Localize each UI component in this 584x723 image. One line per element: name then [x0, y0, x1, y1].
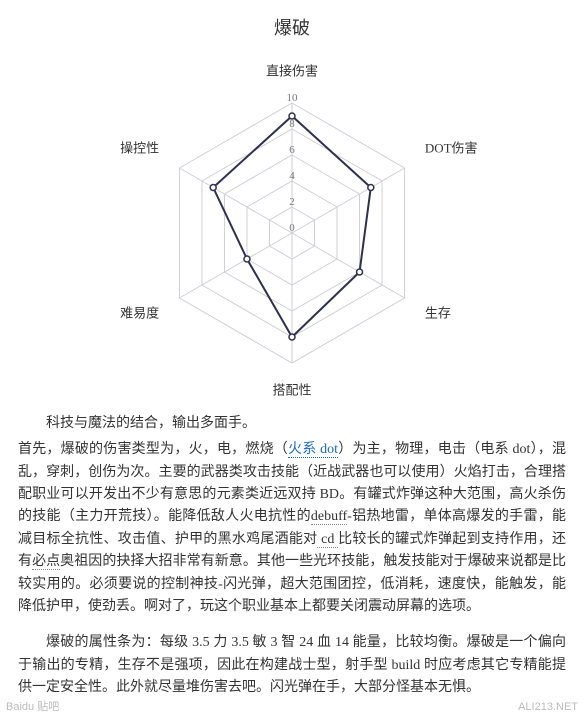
para-1: 科技与魔法的结合，输出多面手。: [18, 413, 566, 435]
svg-text:2: 2: [289, 196, 295, 208]
svg-text:DOT伤害: DOT伤害: [425, 140, 478, 155]
radar-chart: 0 2 4 6 8 10 直接伤害 DOT伤害生存搭配性 难易度 操控性: [32, 43, 552, 413]
svg-text:搭配性: 搭配性: [272, 382, 311, 397]
svg-text:操控性: 操控性: [120, 140, 159, 155]
watermark-right: ALI213.NET: [518, 699, 578, 717]
svg-text:6: 6: [289, 144, 295, 156]
description-block: 科技与魔法的结合，输出多面手。 首先，爆破的伤害类型为，火，电，燃烧（火系 do…: [0, 413, 584, 700]
svg-text:直接伤害: 直接伤害: [266, 63, 318, 78]
svg-text:生存: 生存: [425, 305, 451, 320]
radar-chart-container: 0 2 4 6 8 10 直接伤害 DOT伤害生存搭配性 难易度 操控性: [0, 43, 584, 413]
chart-title: 爆破: [0, 0, 584, 43]
cd-term: cd: [317, 532, 338, 548]
svg-text:10: 10: [287, 92, 299, 104]
p2-a: 首先，爆破的伤害类型为，火，电，燃烧（: [18, 442, 288, 457]
watermark-left: Baidu 贴吧: [6, 699, 59, 717]
bidian-term: 必点: [32, 554, 60, 570]
p2-e: 奥祖因的抉择大招非常有新意。其他一些光环技能，触发技能对于爆破来说都是比较实用的…: [18, 554, 566, 614]
svg-text:4: 4: [289, 170, 295, 182]
svg-text:难易度: 难易度: [120, 305, 159, 320]
svg-text:8: 8: [289, 118, 295, 130]
fire-dot-link[interactable]: 火系 dot: [288, 442, 338, 458]
debuff-term: debuff: [311, 509, 347, 525]
para-3: 爆破的属性条为：每级 3.5 力 3.5 敏 3 智 24 血 14 能量，比较…: [18, 632, 566, 699]
para-2: 首先，爆破的伤害类型为，火，电，燃烧（火系 dot）为主，物理，电击（电系 do…: [18, 439, 566, 618]
svg-text:0: 0: [289, 222, 295, 234]
